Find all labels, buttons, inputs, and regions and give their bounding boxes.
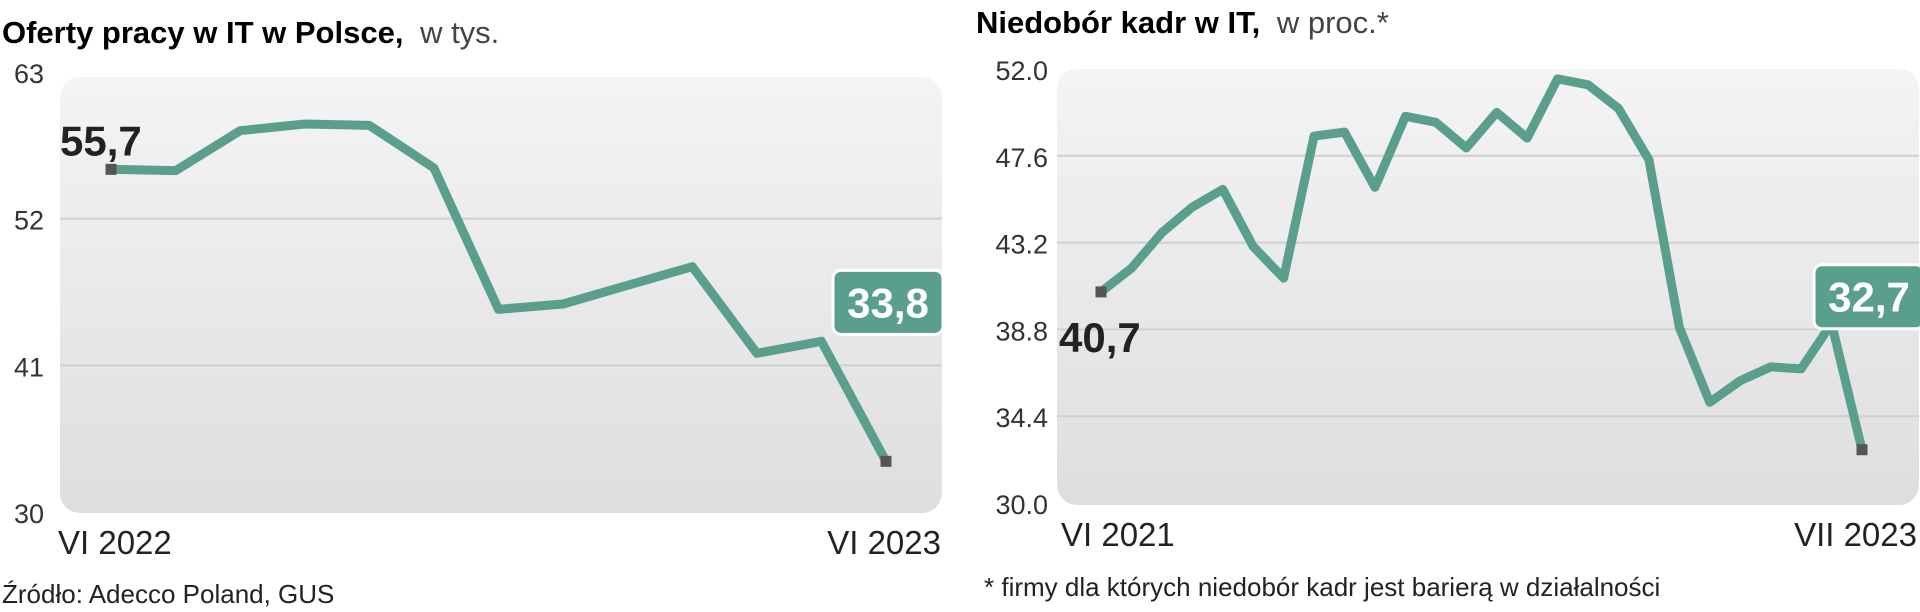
- chart-left-x-start-label: VI 2022: [58, 524, 172, 561]
- right-y-tick-label: 38.8: [995, 316, 1048, 346]
- chart-left-gridlines: [60, 217, 942, 367]
- left-y-tick-label: 30: [14, 499, 44, 529]
- chart-right-series-line: [1096, 74, 1867, 455]
- chart-right-gridlines: [1057, 154, 1919, 418]
- chart-left-x-end-label: VI 2023: [827, 524, 941, 561]
- chart-left: Oferty pracy w IT w Polsce, w tys. 63 52 4…: [2, 15, 945, 609]
- chart-left-start-value-label: 55,7: [60, 117, 142, 164]
- chart-left-title-main: Oferty pracy w IT w Polsce,: [2, 15, 403, 50]
- left-y-tick-label: 63: [14, 59, 44, 89]
- chart-right-y-ticks: 52.0 47.6 43.2 38.8 34.4 30.0: [995, 56, 1048, 520]
- chart-right-plot-area: [1057, 69, 1919, 505]
- right-y-tick-label: 34.4: [995, 403, 1048, 433]
- chart-left-end-value-label: 33,8: [847, 279, 929, 326]
- chart-left-title-unit: w tys.: [419, 15, 499, 50]
- chart-left-start-marker: [105, 163, 117, 175]
- chart-left-title: Oferty pracy w IT w Polsce, w tys.: [2, 15, 499, 50]
- chart-left-source: Źródło: Adecco Poland, GUS: [2, 579, 334, 609]
- chart-left-plot-area: [60, 77, 942, 513]
- right-y-tick-label: 52.0: [995, 56, 1048, 86]
- chart-right: Niedobór kadr w IT, w proc.* 52.0 47.6 43.…: [976, 5, 1920, 602]
- chart-right-start-value-label: 40,7: [1059, 314, 1141, 361]
- chart-right-footnote: * firmy dla których niedobór kadr jest b…: [984, 572, 1660, 602]
- right-y-tick-label: 47.6: [995, 143, 1048, 173]
- chart-right-end-value-box: [1812, 263, 1920, 331]
- left-y-tick-label: 41: [14, 352, 44, 382]
- right-y-tick-label: 30.0: [995, 490, 1048, 520]
- left-y-tick-label: 52: [14, 206, 44, 236]
- chart-right-title-main: Niedobór kadr w IT,: [976, 5, 1260, 40]
- chart-left-series-line: [106, 119, 891, 466]
- chart-left-end-value-box: [831, 268, 945, 336]
- chart-left-y-ticks: 63 52 41 30: [14, 59, 44, 529]
- chart-right-end-marker: [1856, 444, 1868, 456]
- chart-left-end-marker: [880, 455, 892, 467]
- chart-right-x-start-label: VI 2021: [1061, 516, 1175, 553]
- chart-right-start-marker: [1095, 286, 1107, 298]
- chart-right-end-value-label: 32,7: [1828, 274, 1910, 321]
- right-y-tick-label: 43.2: [995, 230, 1048, 260]
- chart-right-x-end-label: VII 2023: [1794, 516, 1917, 553]
- chart-right-title-unit: w proc.*: [1276, 5, 1389, 40]
- chart-right-title: Niedobór kadr w IT, w proc.*: [976, 5, 1389, 40]
